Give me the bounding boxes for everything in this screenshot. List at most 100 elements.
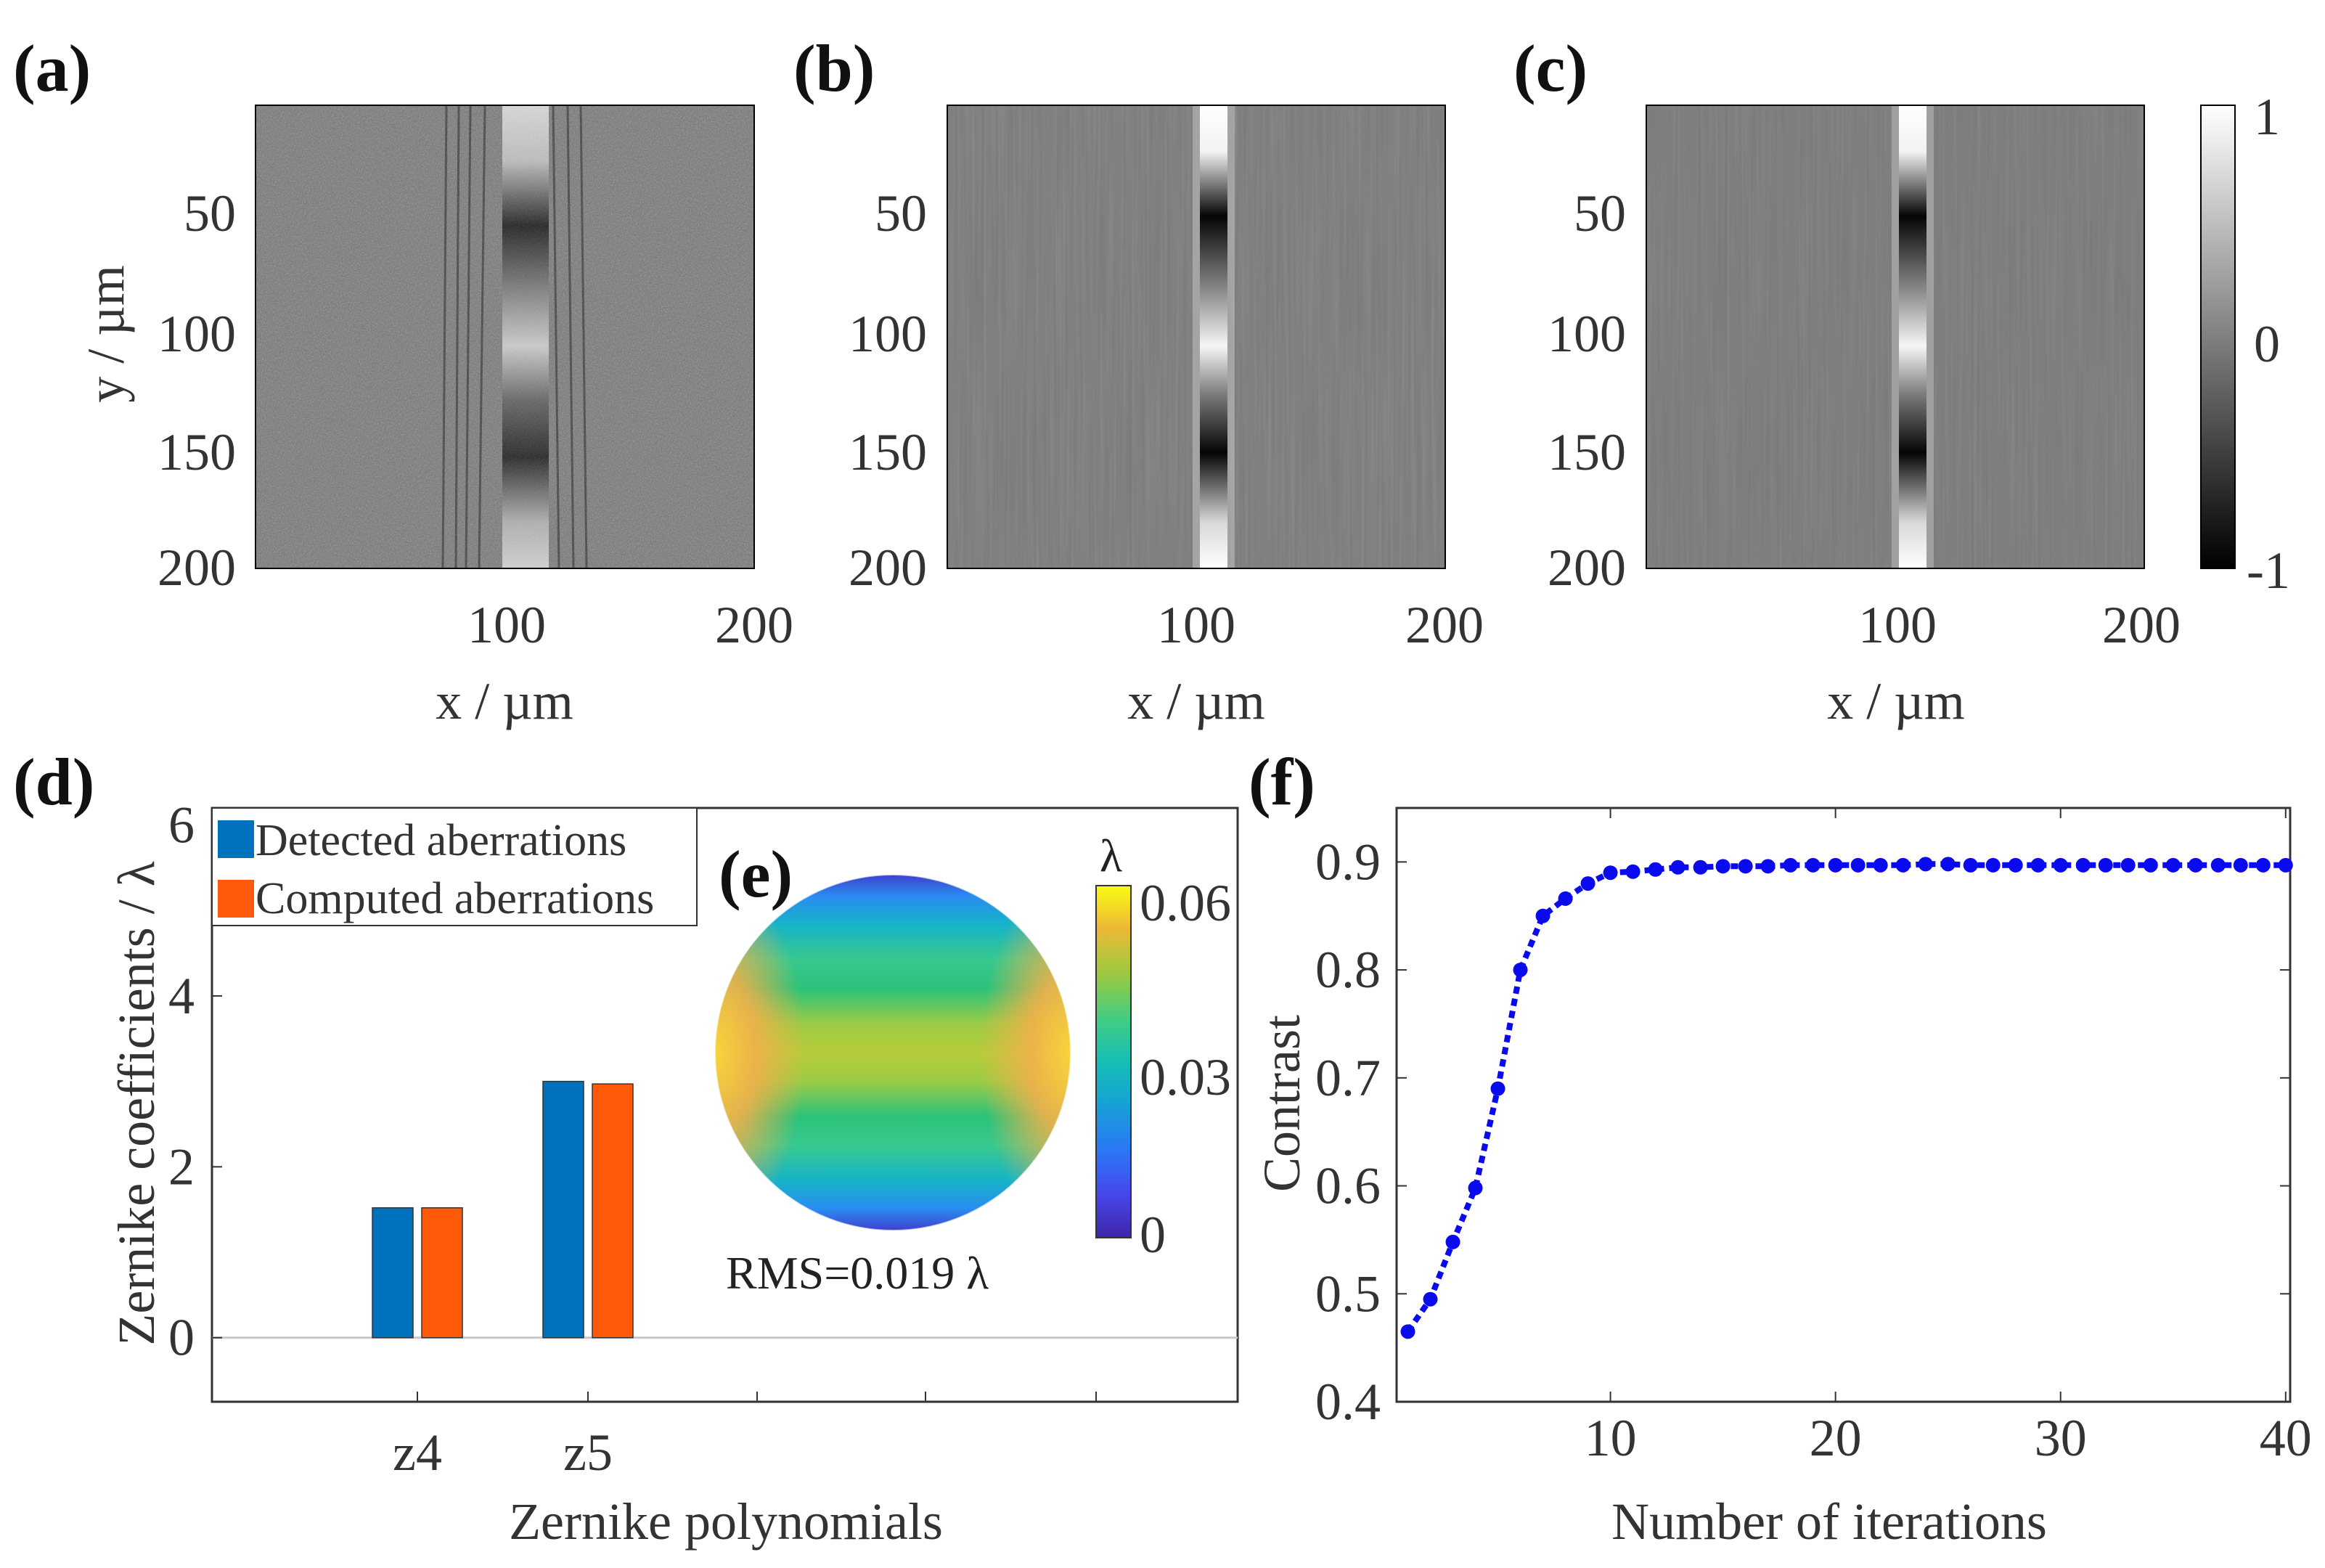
contrast-point	[1895, 857, 1911, 873]
contrast-point	[1603, 865, 1618, 881]
panel-f-label: (f)	[1249, 745, 1315, 819]
a-ylabel: y / µm	[77, 265, 135, 403]
pupil-map	[715, 875, 1071, 1230]
image-c	[1646, 105, 2144, 568]
contrast-point	[2075, 857, 2091, 873]
panel-e: (e) RMS=0.019 λ λ 0.06 0.03 0	[714, 830, 1231, 1299]
d-yticks: 0 2 4 6	[168, 796, 222, 1367]
d-ytick-label: 4	[168, 967, 195, 1025]
panel-b-label: (b)	[793, 31, 875, 105]
legend-detected-label: Detected aberrations	[256, 816, 626, 865]
c-ytick-100: 100	[1548, 305, 1626, 363]
a-ytick-200: 200	[158, 539, 236, 597]
legend-swatch-computed	[218, 880, 254, 918]
c-xtick-100: 100	[1858, 596, 1937, 654]
f-ytick-label: 0.5	[1315, 1265, 1381, 1323]
f-xticks: 10 20 30 40	[1585, 808, 2312, 1467]
contrast-point	[1625, 864, 1640, 879]
contrast-point	[2030, 857, 2046, 873]
a-xtick-200: 200	[715, 596, 793, 654]
f-axes-box	[1395, 807, 2292, 1403]
contrast-point	[1783, 857, 1798, 873]
contrast-point	[1805, 857, 1821, 873]
f-yticks: 0.4 0.5 0.6 0.7 0.8 0.9	[1315, 833, 2290, 1431]
c-ytick-50: 50	[1574, 184, 1626, 242]
c-ytick-150: 150	[1548, 423, 1626, 481]
contrast-point	[1738, 859, 1753, 874]
contrast-point	[1580, 876, 1595, 891]
b-ytick-150: 150	[849, 423, 927, 481]
contrast-point	[1558, 891, 1573, 906]
contrast-point	[1445, 1234, 1460, 1249]
a-xtick-100: 100	[467, 596, 546, 654]
d-xticks: z4 z5	[393, 1392, 1097, 1482]
parula-cbar-tick-0: 0	[1140, 1206, 1166, 1264]
rms-annotation: RMS=0.019 λ	[726, 1247, 989, 1299]
legend-computed-label: Computed aberrations	[256, 874, 654, 923]
contrast-point	[2210, 857, 2226, 873]
d-xtick-label-z5: z5	[563, 1424, 613, 1482]
d-ytick-label: 2	[168, 1138, 195, 1196]
panel-a: (a) 50 100 150 200 100 200 x / µm y / µm	[13, 31, 793, 730]
f-ytick-label: 0.6	[1315, 1157, 1381, 1215]
c-xtick-200: 200	[2102, 596, 2181, 654]
d-xlabel: Zernike polynomials	[509, 1493, 943, 1551]
bar-z5-computed	[592, 1083, 634, 1339]
contrast-point	[1985, 857, 2001, 873]
contrast-point	[2143, 857, 2158, 873]
contrast-point	[2255, 857, 2271, 873]
contrast-point	[1715, 859, 1731, 874]
contrast-point	[1940, 857, 1956, 872]
bar-z5-detected	[542, 1080, 584, 1339]
gray-colorbar: 1 0 -1	[2200, 88, 2290, 600]
contrast-point	[1490, 1081, 1505, 1096]
panel-e-label: (e)	[719, 837, 793, 911]
contrast-point	[1423, 1291, 1438, 1307]
f-xtick-label: 20	[1810, 1409, 1862, 1467]
f-ytick-label: 0.4	[1315, 1373, 1381, 1431]
contrast-point	[2278, 857, 2293, 873]
contrast-series-line	[1405, 861, 2286, 1334]
gray-cbar-tick-neg1: -1	[2247, 542, 2290, 600]
f-ytick-label: 0.7	[1315, 1049, 1381, 1107]
a-ytick-50: 50	[184, 184, 236, 242]
contrast-point	[1693, 859, 1708, 875]
contrast-point	[1918, 857, 1933, 872]
contrast-point	[1873, 857, 1888, 873]
f-xtick-label: 40	[2260, 1409, 2312, 1467]
d-ytick-label: 6	[168, 796, 195, 854]
b-ytick-50: 50	[875, 184, 927, 242]
contrast-point	[2120, 857, 2136, 873]
c-xlabel: x / µm	[1827, 672, 1965, 730]
b-xlabel: x / µm	[1127, 672, 1265, 730]
panel-d-label: (d)	[13, 745, 94, 819]
contrast-point	[1760, 859, 1776, 874]
d-ytick-label: 0	[168, 1309, 195, 1367]
legend-swatch-detected	[218, 820, 254, 858]
contrast-point	[2165, 857, 2181, 873]
gray-cbar-tick-1: 1	[2254, 88, 2280, 146]
f-ylabel: Contrast	[1253, 1015, 1311, 1192]
f-ytick-label: 0.9	[1315, 833, 1381, 891]
image-a	[256, 105, 754, 568]
contrast-point	[1400, 1324, 1415, 1339]
image-b	[947, 105, 1445, 568]
contrast-point	[1648, 862, 1663, 877]
bar-z4-computed	[421, 1207, 463, 1339]
contrast-point	[1670, 859, 1685, 875]
b-ytick-100: 100	[849, 305, 927, 363]
f-ytick-label: 0.8	[1315, 941, 1381, 999]
contrast-point	[2188, 857, 2203, 873]
panel-f: (f) 0.4 0.5 0.6 0.7 0.8 0.9 10 20 30 40 Number o…	[1249, 745, 2312, 1551]
a-xlabel: x / µm	[436, 672, 573, 730]
contrast-series-points	[1400, 857, 2293, 1339]
d-legend: Detected aberrations Computed aberration…	[211, 807, 698, 926]
parula-cbar-tick-003: 0.03	[1140, 1048, 1231, 1106]
contrast-point	[1963, 857, 1978, 873]
panel-c-label: (c)	[1513, 31, 1588, 105]
contrast-point	[2053, 857, 2068, 873]
contrast-point	[1513, 963, 1528, 978]
panel-a-label: (a)	[13, 31, 91, 105]
contrast-point	[2098, 857, 2113, 873]
